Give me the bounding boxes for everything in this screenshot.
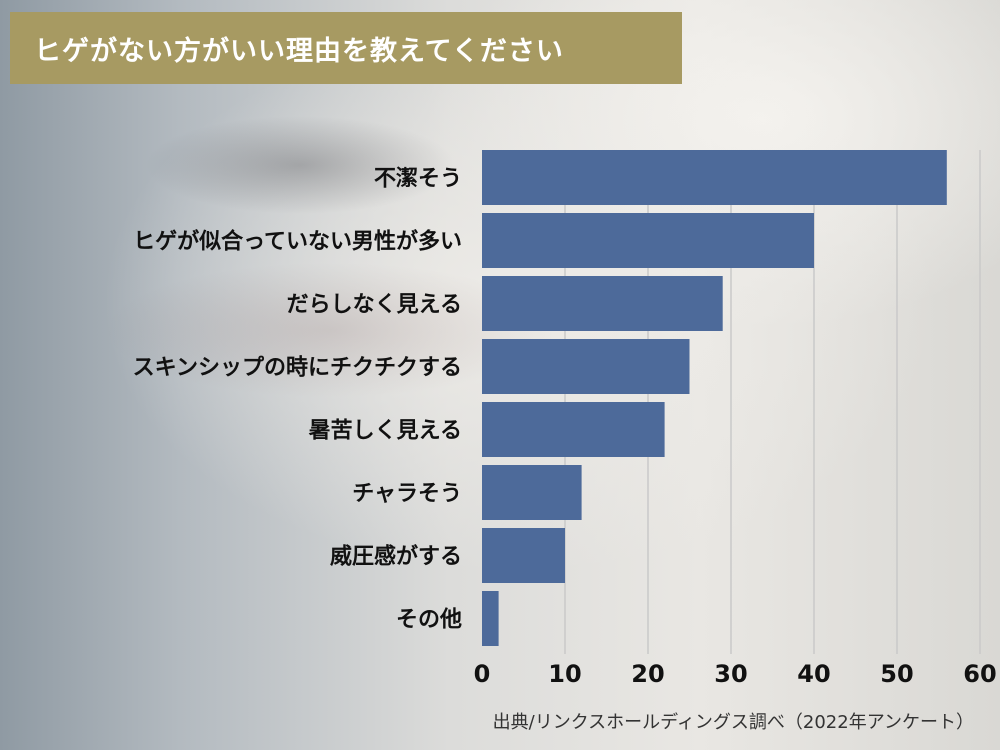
category-label: チャラそう (352, 482, 462, 507)
x-tick-label: 20 (631, 660, 664, 688)
page-title: ヒゲがない方がいい理由を教えてください (34, 35, 564, 67)
x-tick-label: 0 (474, 660, 491, 688)
x-tick-label: 10 (548, 660, 581, 688)
bar-0 (482, 150, 947, 205)
bar-4 (482, 402, 665, 457)
source-note: 出典/リンクスホールディングス調べ（2022年アンケート） (492, 712, 974, 733)
bar-5 (482, 465, 582, 520)
x-tick-label: 40 (797, 660, 830, 688)
title-banner: ヒゲがない方がいい理由を教えてください (10, 12, 682, 84)
category-label: 暑苦しく見える (309, 419, 462, 444)
x-tick-label: 60 (963, 660, 996, 688)
bar-2 (482, 276, 723, 331)
category-label: 不潔そう (374, 167, 462, 192)
category-label: スキンシップの時にチクチクする (133, 356, 462, 381)
category-label: その他 (396, 608, 462, 633)
category-label: ヒゲが似合っていない男性が多い (133, 229, 462, 255)
category-label: だらしなく見える (287, 293, 462, 318)
x-tick-label: 30 (714, 660, 747, 688)
category-label: 威圧感がする (330, 544, 462, 570)
x-tick-label: 50 (880, 660, 913, 688)
bar-7 (482, 591, 499, 646)
bar-3 (482, 339, 690, 394)
bar-1 (482, 213, 814, 268)
bar-6 (482, 528, 565, 583)
